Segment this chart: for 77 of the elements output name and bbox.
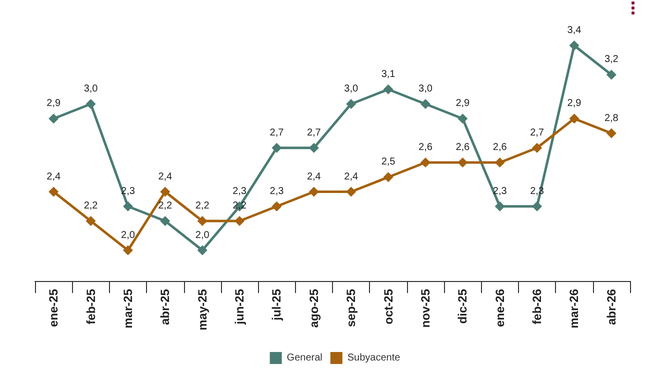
data-label: 3,0	[84, 83, 98, 94]
data-label: 2,7	[270, 127, 284, 138]
point	[122, 245, 133, 256]
data-label: 2,0	[195, 230, 210, 241]
x-tick-label: sep-25	[344, 288, 358, 328]
data-label: 2,7	[530, 127, 544, 138]
data-label: 2,3	[270, 186, 284, 197]
data-label: 2,6	[456, 142, 470, 154]
x-tick-label: dic-25	[456, 288, 470, 324]
x-tick-label: ene-25	[46, 288, 61, 328]
data-label: 2,4	[306, 171, 322, 182]
x-tick-label: may-25	[195, 288, 210, 330]
legend-label: General	[286, 352, 322, 364]
data-label: 3,0	[418, 83, 433, 94]
point	[272, 142, 282, 153]
point	[606, 128, 616, 138]
x-tick-label: feb-25	[84, 288, 98, 324]
point	[420, 158, 430, 168]
data-label: 2,9	[46, 98, 61, 110]
point	[383, 84, 394, 94]
x-tick-label: mar-26	[567, 288, 582, 328]
point	[48, 114, 59, 124]
data-label: 2,8	[604, 112, 619, 124]
data-label: 3,1	[381, 68, 396, 80]
point	[346, 186, 356, 197]
point	[458, 114, 468, 124]
point	[569, 114, 580, 124]
point	[494, 158, 505, 168]
point	[383, 172, 394, 182]
data-label: 2,2	[84, 200, 98, 212]
data-label: 2,3	[232, 186, 247, 197]
data-label: 2,4	[46, 171, 61, 182]
point	[86, 216, 96, 226]
point	[48, 186, 59, 197]
data-label: 2,4	[158, 171, 173, 182]
point	[346, 98, 356, 109]
x-tick-label: ago-25	[306, 288, 321, 328]
point	[122, 201, 133, 212]
data-label: 2,9	[456, 98, 470, 110]
data-label: 3,4	[567, 24, 582, 36]
x-tick-label: mar-25	[120, 288, 135, 328]
x-tick-label: nov-25	[418, 288, 432, 328]
legend-label: Subyacente	[347, 352, 401, 364]
x-tick-label: abr-26	[604, 288, 618, 326]
x-tick-label: abr-25	[158, 288, 172, 326]
data-label: 2,2	[195, 200, 210, 212]
point	[272, 201, 282, 212]
point	[458, 158, 468, 168]
point	[606, 70, 616, 80]
data-label: 2,9	[567, 98, 582, 110]
data-label: 2,5	[381, 156, 396, 168]
x-tick-label: feb-26	[530, 288, 544, 324]
data-label: 3,0	[344, 83, 358, 94]
x-tick-label: ene-26	[492, 288, 507, 328]
point	[160, 186, 170, 197]
point	[308, 142, 319, 153]
data-label: 2,2	[158, 200, 173, 212]
x-tick-label: jul-25	[270, 288, 284, 322]
data-label: 2,6	[492, 142, 508, 154]
data-label: 2,4	[344, 171, 358, 182]
point	[86, 98, 96, 109]
point	[197, 216, 208, 226]
point	[160, 216, 170, 226]
point	[234, 216, 245, 226]
x-tick-label: oct-25	[381, 288, 396, 324]
data-label: 2,0	[121, 230, 136, 241]
point	[197, 245, 208, 256]
x-tick-label: jun-25	[232, 288, 247, 326]
point	[420, 98, 430, 109]
data-label: 2,7	[306, 127, 322, 138]
point	[532, 201, 542, 212]
point	[569, 40, 580, 50]
point	[494, 201, 505, 212]
data-label: 3,2	[604, 54, 619, 66]
data-label: 2,6	[418, 142, 433, 154]
point	[308, 186, 319, 197]
point	[532, 142, 542, 153]
